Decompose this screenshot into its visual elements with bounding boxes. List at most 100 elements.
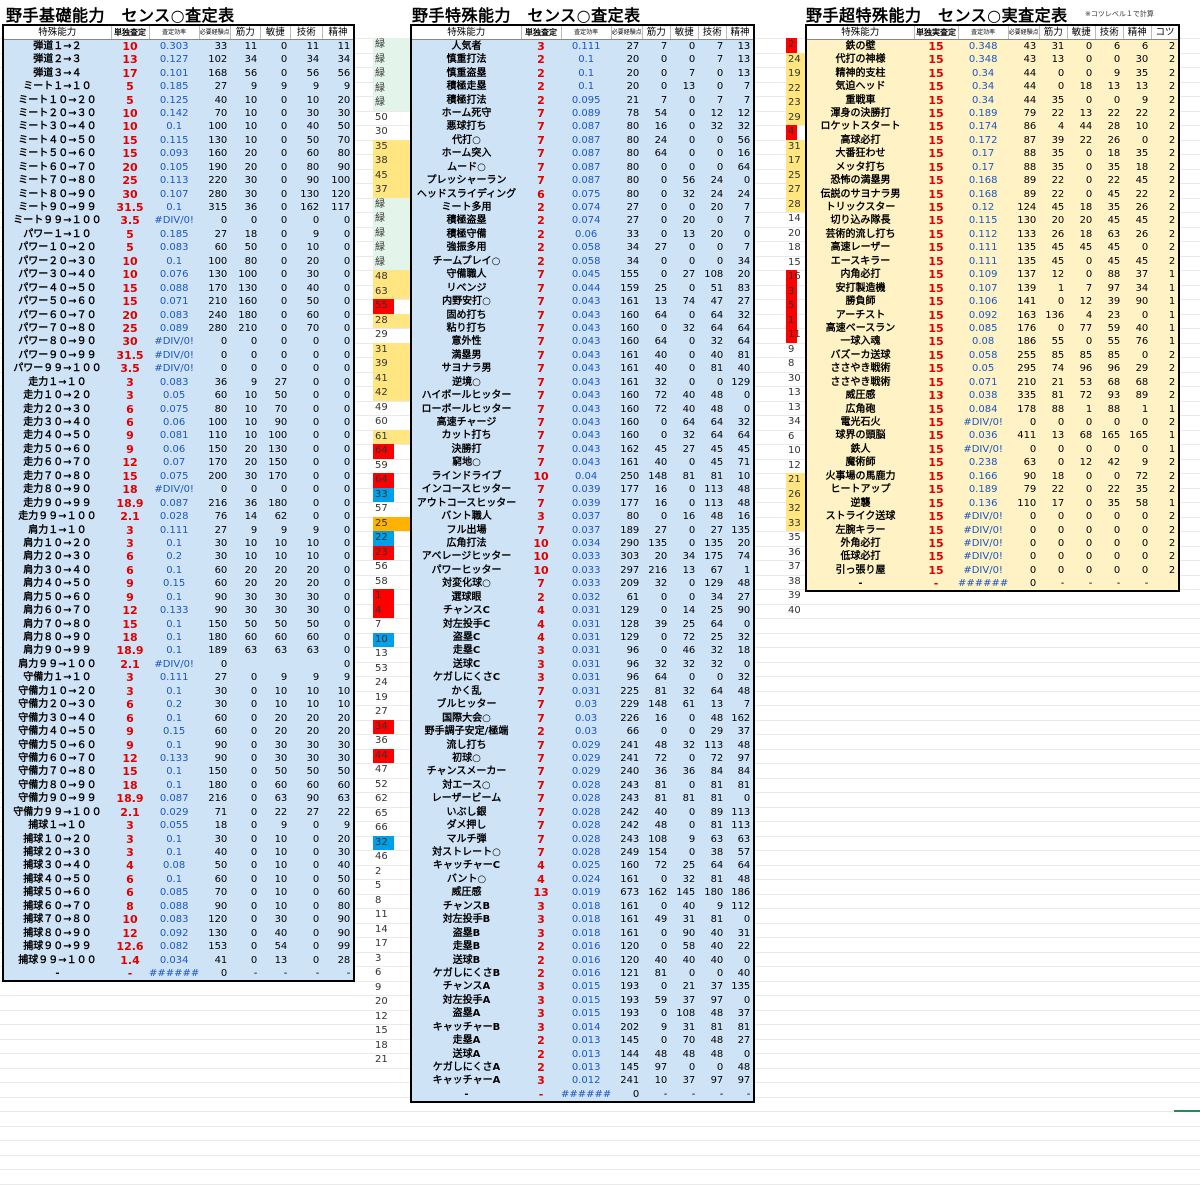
mental-exp-cell: 0 — [322, 402, 355, 416]
technique-exp-cell: 22 — [1095, 483, 1124, 497]
mental-exp-cell: 13 — [1123, 79, 1152, 94]
technique-exp-cell: 81 — [698, 913, 727, 927]
power-exp-cell: 20 — [1039, 214, 1068, 228]
ability-name-cell: 電光石火 — [806, 415, 914, 430]
agility-exp-cell: 10 — [260, 698, 291, 712]
mental-exp-cell: 60 — [322, 886, 355, 900]
required-exp-cell: 110 — [199, 429, 231, 443]
row-index-label: 3 — [375, 952, 382, 964]
row-index-label: 9 — [788, 343, 795, 355]
technique-exp-cell: 32 — [698, 657, 727, 672]
standalone-rating-cell: 2 — [521, 1033, 561, 1048]
technique-exp-cell: 0 — [290, 913, 323, 927]
kotsu-cell: 2 — [1151, 39, 1180, 53]
agility-exp-cell: 18 — [1067, 200, 1096, 215]
table-row: 守備力１→１０ 3 0.111 27 0 9 9 9 — [3, 671, 355, 685]
mental-exp-cell: 135 — [726, 523, 755, 537]
mental-exp-cell: 48 — [726, 872, 755, 887]
standalone-rating-cell: 15 — [914, 173, 958, 188]
column-header: 敏捷 — [1067, 25, 1096, 40]
agility-exp-cell: 74 — [670, 294, 699, 309]
standalone-rating-cell: 4 — [521, 630, 561, 645]
power-exp-cell: 26 — [1039, 227, 1068, 242]
table-row: 意外性 7 0.043 160 64 0 32 64 — [411, 335, 755, 349]
power-exp-cell: 16 — [642, 496, 671, 510]
power-exp-cell: 81 — [1039, 388, 1068, 403]
power-exp-cell: 21 — [1039, 375, 1068, 389]
table-row: 走力６０→７０ 12 0.07 170 20 150 0 0 — [3, 456, 355, 470]
standalone-rating-cell: 3 — [521, 509, 561, 524]
technique-exp-cell: 0 — [290, 402, 323, 416]
power-exp-cell: 30 — [230, 469, 261, 483]
rating-efficiency-cell: 0.031 — [561, 603, 612, 618]
ability-name-cell: 捕球７０→８０ — [3, 913, 111, 927]
rating-efficiency-cell: 0.031 — [561, 657, 612, 672]
standalone-rating-cell: 7 — [521, 845, 561, 860]
agility-exp-cell: 32 — [670, 321, 699, 336]
column-header: 必要経験点 — [1008, 25, 1040, 40]
technique-exp-cell: 60 — [290, 308, 323, 322]
row-index-label: 3 — [786, 284, 806, 299]
agility-exp-cell: 37 — [670, 993, 699, 1008]
standalone-rating-cell: 7 — [521, 442, 561, 457]
standalone-rating-cell: 15 — [914, 335, 958, 349]
row-index-label: 35 — [373, 139, 411, 154]
table-row: 対変化球○ 7 0.033 209 32 0 129 48 — [411, 577, 755, 591]
agility-exp-cell: 0 — [260, 308, 291, 322]
mental-exp-cell: 0 — [322, 321, 355, 336]
standalone-rating-cell: 3 — [111, 832, 149, 846]
power-exp-cell: 0 — [642, 173, 671, 188]
ability-name-cell: 盗塁A — [411, 1007, 521, 1021]
ability-name-cell: ケガしにくさC — [411, 671, 521, 685]
required-exp-cell: 133 — [1008, 227, 1040, 242]
technique-exp-cell: 64 — [698, 684, 727, 698]
mental-exp-cell: 68 — [1123, 375, 1152, 389]
rating-efficiency-cell: 0.189 — [958, 106, 1009, 121]
agility-exp-cell: 0 — [670, 160, 699, 174]
table-row: 初球○ 7 0.029 241 72 0 72 97 — [411, 751, 755, 766]
power-exp-cell: 60 — [230, 630, 261, 645]
power-exp-cell: 0 — [642, 926, 671, 940]
power-exp-cell: - — [1039, 577, 1068, 592]
standalone-rating-cell: 2 — [521, 200, 561, 215]
table-row: 芸術的流し打ち 15 0.112 133 26 18 63 26 2 — [806, 227, 1180, 242]
agility-exp-cell: 32 — [670, 738, 699, 752]
table-row: ミート１０→２０ 5 0.125 40 10 0 10 20 — [3, 93, 355, 107]
ability-name-cell: ミート９０→９９ — [3, 200, 111, 215]
ability-name-cell: 捕球１→１０ — [3, 818, 111, 833]
required-exp-cell: 243 — [611, 792, 643, 806]
power-exp-cell: 18 — [230, 227, 261, 242]
required-exp-cell: 27 — [611, 214, 643, 228]
rating-efficiency-cell: 0.043 — [561, 348, 612, 363]
standalone-rating-cell: 15 — [914, 415, 958, 430]
standalone-rating-cell: 7 — [521, 294, 561, 309]
rating-efficiency-cell: 0.107 — [958, 281, 1009, 295]
table-row: ローボールヒッター 7 0.043 160 72 40 48 0 — [411, 402, 755, 416]
technique-exp-cell: 30 — [290, 603, 323, 618]
rating-efficiency-cell: 0.109 — [958, 268, 1009, 282]
power-exp-cell: 162 — [642, 886, 671, 900]
agility-exp-cell: 0 — [670, 281, 699, 295]
agility-exp-cell: 0 — [670, 335, 699, 349]
standalone-rating-cell: 15 — [914, 268, 958, 282]
agility-exp-cell: 0 — [260, 93, 291, 107]
technique-exp-cell: 0 — [698, 966, 727, 981]
agility-exp-cell: 25 — [670, 617, 699, 631]
required-exp-cell: 209 — [611, 577, 643, 591]
standalone-rating-cell: 6 — [111, 402, 149, 416]
technique-exp-cell: 0 — [1095, 442, 1124, 457]
technique-exp-cell: 0 — [290, 429, 323, 443]
kotsu-cell: 1 — [1151, 294, 1180, 309]
row-index-label: 16 — [786, 270, 806, 285]
technique-exp-cell: - — [698, 1087, 727, 1102]
table-row: 走力３０→４０ 6 0.06 100 10 90 0 0 — [3, 415, 355, 430]
ability-name-cell: パワー９０→９９ — [3, 348, 111, 363]
mental-exp-cell: 0 — [726, 993, 755, 1008]
ability-name-cell: 高速レーザー — [806, 241, 914, 255]
power-exp-cell: 0 — [642, 509, 671, 524]
agility-exp-cell: 40 — [260, 926, 291, 940]
standalone-rating-cell: 3 — [521, 926, 561, 940]
rating-efficiency-cell: ###### — [958, 577, 1009, 592]
required-exp-cell: 44 — [1008, 93, 1040, 107]
required-exp-cell: 241 — [611, 751, 643, 766]
